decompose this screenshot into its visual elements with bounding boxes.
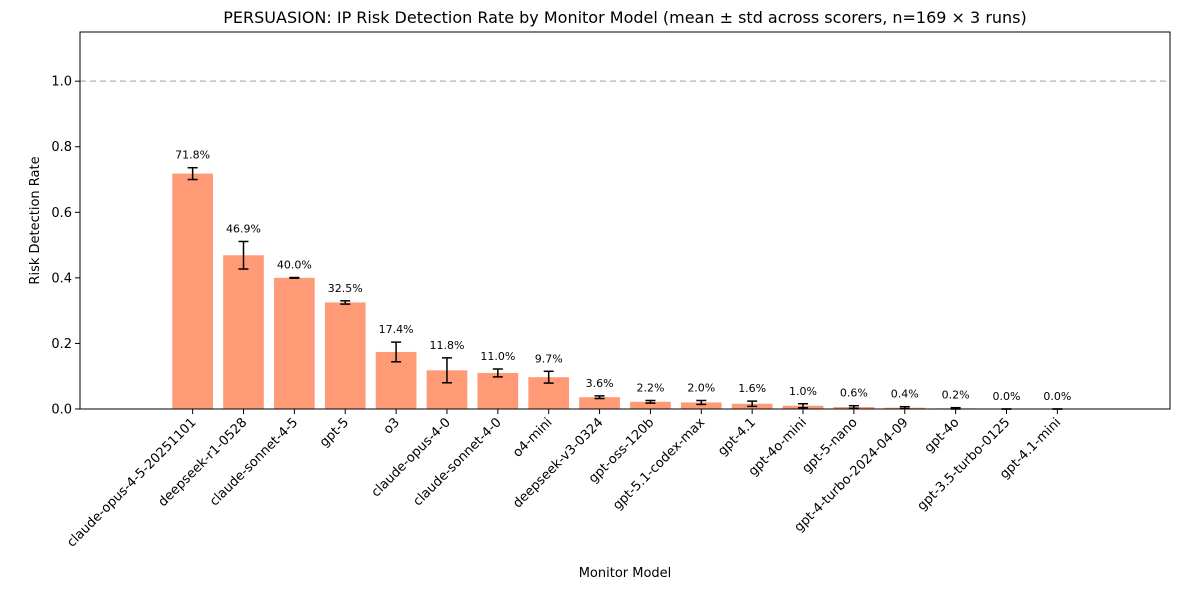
data-label: 0.0% <box>993 390 1021 403</box>
data-label: 11.0% <box>480 350 515 363</box>
x-tick-label: deepseek-v3-0324 <box>510 415 606 511</box>
data-label: 0.0% <box>1043 390 1071 403</box>
bar <box>172 173 213 409</box>
data-label: 1.0% <box>789 385 817 398</box>
data-label: 40.0% <box>277 259 312 272</box>
x-tick-label: o3 <box>381 415 403 437</box>
x-tick-label: o4-mini <box>510 415 555 460</box>
data-label: 3.6% <box>586 377 614 390</box>
data-label: 0.6% <box>840 387 868 400</box>
y-tick-label: 0.0 <box>51 403 72 418</box>
bar <box>274 277 315 409</box>
data-label: 2.2% <box>636 381 664 394</box>
x-tick-label: gpt-3.5-turbo-0125 <box>915 415 1014 514</box>
y-tick-label: 1.0 <box>51 75 72 90</box>
data-label: 0.4% <box>891 388 919 401</box>
x-tick-label: gpt-4.1 <box>715 415 759 459</box>
data-label: 1.6% <box>738 382 766 395</box>
plot-area: 0.00.20.40.60.81.071.8%claude-opus-4-5-2… <box>51 75 1170 550</box>
y-tick-label: 0.4 <box>51 271 72 286</box>
data-label: 2.0% <box>687 381 715 394</box>
chart-title: PERSUASION: IP Risk Detection Rate by Mo… <box>223 8 1027 27</box>
data-label: 17.4% <box>379 323 414 336</box>
y-tick-label: 0.8 <box>51 140 72 155</box>
bar <box>630 401 671 409</box>
x-tick-label: deepseek-r1-0528 <box>156 415 251 510</box>
x-tick-label: claude-sonnet-4-5 <box>207 415 301 509</box>
x-tick-label: gpt-5 <box>317 415 352 450</box>
bar <box>680 402 722 409</box>
x-tick-label: claude-sonnet-4-0 <box>411 415 505 509</box>
data-label: 71.8% <box>175 149 210 162</box>
data-label: 46.9% <box>226 222 261 235</box>
y-axis-label: Risk Detection Rate <box>28 156 43 284</box>
data-label: 0.2% <box>942 389 970 402</box>
bar <box>477 372 519 409</box>
bar <box>223 255 264 409</box>
y-tick-label: 0.2 <box>51 337 72 352</box>
data-label: 9.7% <box>535 352 563 365</box>
plot-frame <box>79 31 1171 410</box>
bar <box>324 302 366 409</box>
data-label: 11.8% <box>429 339 464 352</box>
y-tick-label: 0.6 <box>51 206 72 221</box>
x-tick-label: gpt-4o <box>922 415 963 456</box>
bar <box>579 397 620 409</box>
data-label: 32.5% <box>328 282 363 295</box>
x-tick-label: gpt-5.1-codex-max <box>610 415 708 513</box>
x-axis-label: Monitor Model <box>579 566 672 581</box>
